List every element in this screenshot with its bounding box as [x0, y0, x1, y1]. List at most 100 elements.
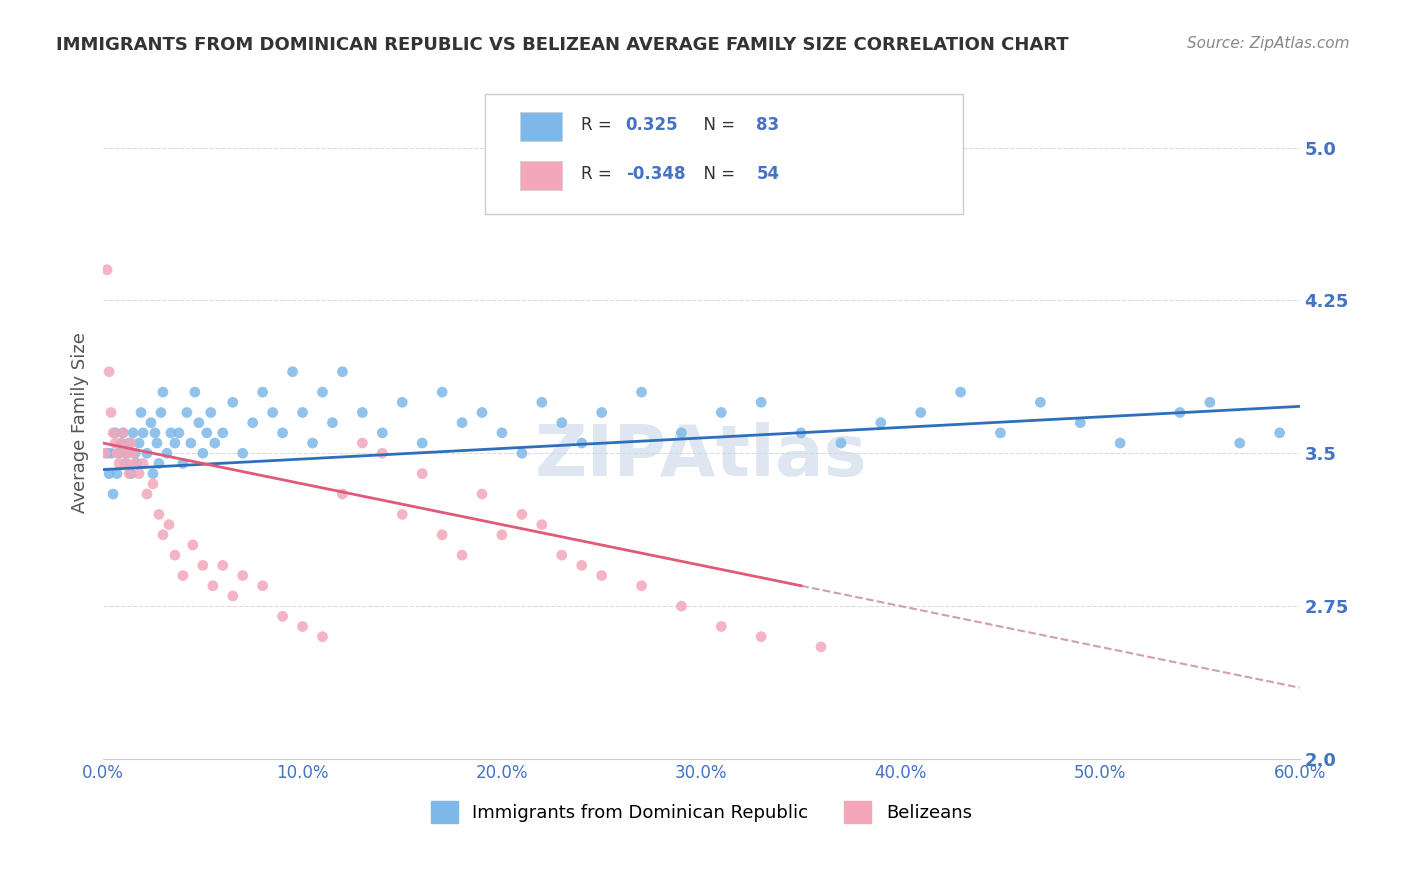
Point	[471, 487, 494, 501]
Point	[112, 425, 135, 440]
Point	[122, 446, 145, 460]
Text: Source: ZipAtlas.com: Source: ZipAtlas.com	[1187, 36, 1350, 51]
Point	[128, 436, 150, 450]
Point	[710, 619, 733, 633]
Point	[451, 548, 474, 562]
Y-axis label: Average Family Size: Average Family Size	[72, 332, 89, 513]
Point	[132, 457, 155, 471]
Point	[551, 416, 574, 430]
Point	[105, 467, 128, 481]
Point	[262, 405, 284, 419]
Point	[211, 425, 233, 440]
Text: R =: R =	[581, 116, 617, 134]
Point	[96, 446, 118, 460]
Point	[271, 609, 294, 624]
Point	[910, 405, 932, 419]
Point	[120, 436, 142, 450]
Point	[311, 630, 333, 644]
Point	[1029, 395, 1052, 409]
Point	[211, 558, 233, 573]
Point	[163, 436, 186, 450]
Point	[104, 425, 127, 440]
Text: 0.325: 0.325	[626, 116, 678, 134]
Point	[1109, 436, 1132, 450]
Point	[114, 457, 136, 471]
Point	[143, 425, 166, 440]
Point	[591, 568, 613, 582]
Point	[321, 416, 343, 430]
Point	[869, 416, 891, 430]
Point	[139, 416, 162, 430]
Point	[281, 365, 304, 379]
Point	[104, 436, 127, 450]
Point	[430, 528, 453, 542]
Point	[491, 425, 513, 440]
Point	[630, 579, 652, 593]
Point	[110, 436, 132, 450]
Point	[148, 457, 170, 471]
Point	[710, 405, 733, 419]
Point	[136, 446, 159, 460]
Point	[120, 467, 142, 481]
Point	[204, 436, 226, 450]
Point	[191, 446, 214, 460]
Point	[200, 405, 222, 419]
Point	[100, 405, 122, 419]
Point	[108, 457, 131, 471]
Point	[371, 446, 394, 460]
Point	[176, 405, 198, 419]
Text: N =: N =	[693, 165, 741, 183]
Point	[671, 425, 693, 440]
Point	[1268, 425, 1291, 440]
Point	[172, 568, 194, 582]
Point	[101, 425, 124, 440]
Point	[591, 405, 613, 419]
Point	[115, 457, 138, 471]
Point	[163, 548, 186, 562]
Point	[530, 395, 553, 409]
Point	[101, 487, 124, 501]
Point	[252, 385, 274, 400]
Point	[510, 508, 533, 522]
Point	[136, 487, 159, 501]
Point	[291, 405, 314, 419]
Point	[157, 517, 180, 532]
Point	[132, 425, 155, 440]
Point	[571, 436, 593, 450]
Point	[110, 436, 132, 450]
Point	[152, 528, 174, 542]
Point	[830, 436, 852, 450]
Point	[108, 446, 131, 460]
Point	[790, 425, 813, 440]
Point	[551, 548, 574, 562]
Point	[112, 425, 135, 440]
Point	[749, 630, 772, 644]
Point	[1229, 436, 1251, 450]
Point	[352, 405, 374, 419]
Point	[810, 640, 832, 654]
Point	[749, 395, 772, 409]
Point	[96, 262, 118, 277]
Point	[530, 517, 553, 532]
Point	[129, 405, 152, 419]
Point	[201, 579, 224, 593]
Point	[149, 405, 172, 419]
Point	[124, 446, 146, 460]
Point	[411, 467, 433, 481]
Point	[352, 436, 374, 450]
Point	[122, 425, 145, 440]
Point	[128, 467, 150, 481]
Text: R =: R =	[581, 165, 617, 183]
Point	[148, 508, 170, 522]
Point	[1069, 416, 1091, 430]
Point	[167, 425, 190, 440]
Point	[391, 508, 413, 522]
Point	[232, 446, 254, 460]
Point	[187, 416, 209, 430]
Text: N =: N =	[693, 116, 741, 134]
Legend: Immigrants from Dominican Republic, Belizeans: Immigrants from Dominican Republic, Beli…	[423, 794, 979, 830]
Point	[160, 425, 183, 440]
Point	[1168, 405, 1191, 419]
Point	[181, 538, 204, 552]
Point	[411, 436, 433, 450]
